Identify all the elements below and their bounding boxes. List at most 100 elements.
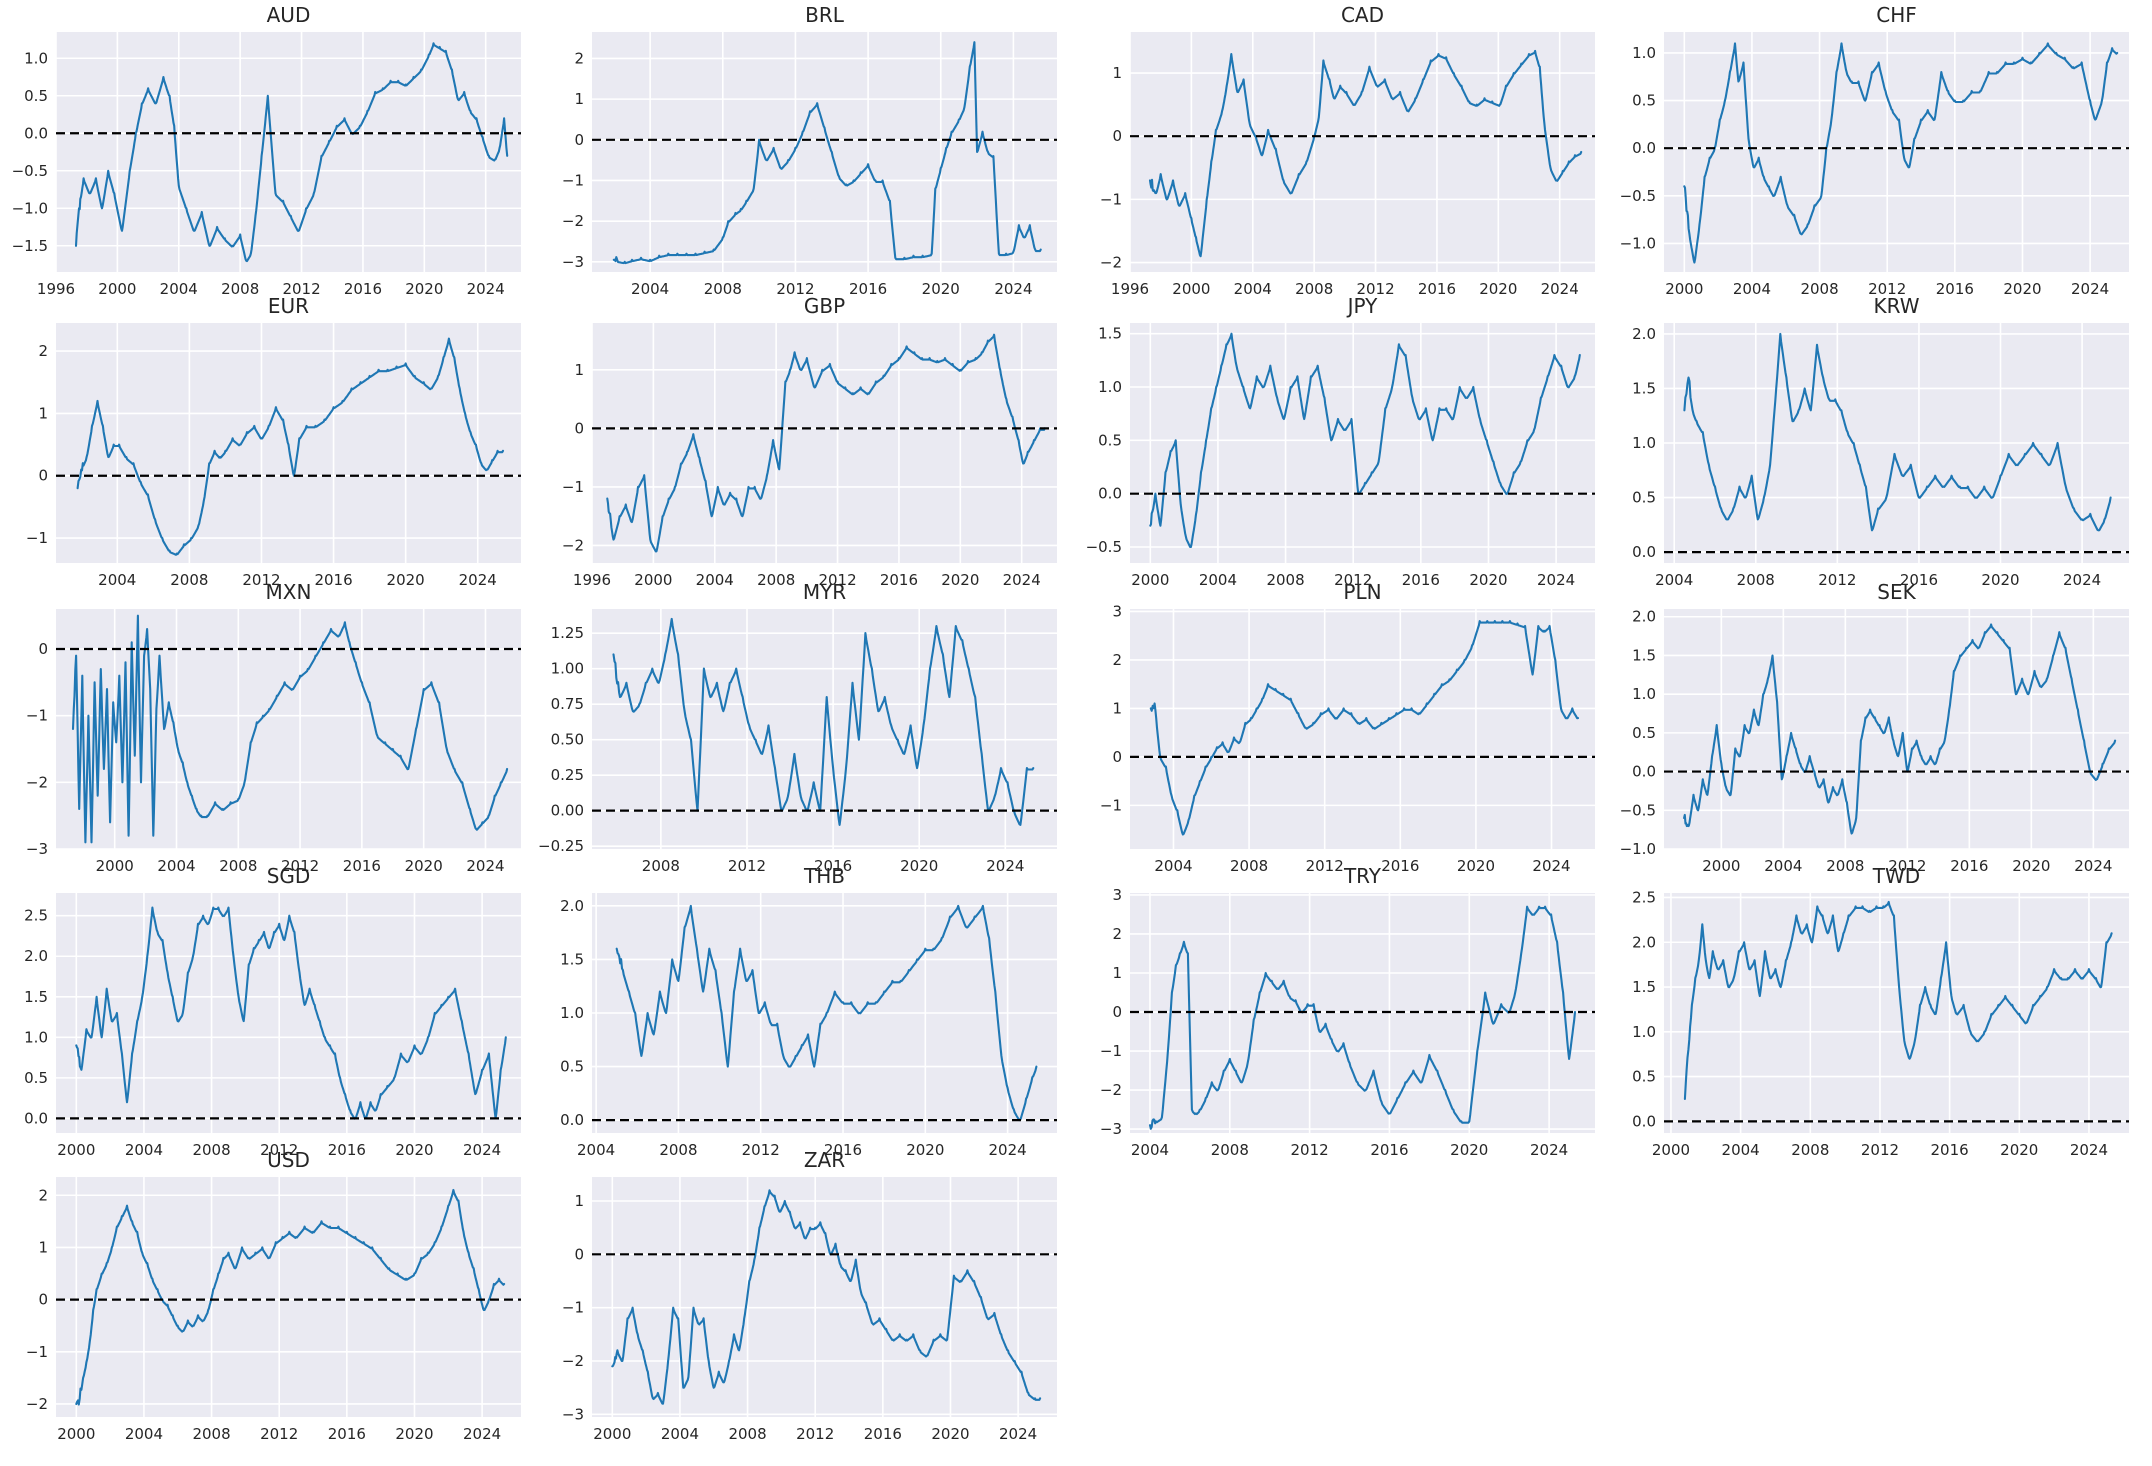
x-tick-label: 2000 (1172, 280, 1210, 298)
x-tick-label: 2004 (661, 1425, 699, 1443)
x-tick-label: 2012 (1868, 280, 1906, 298)
y-tick-label: −0.5 (1620, 187, 1656, 205)
y-tick-label: −2 (562, 212, 584, 230)
x-tick-label: 2004 (1722, 1141, 1760, 1159)
x-tick-label: 2016 (1370, 1141, 1408, 1159)
x-tick-label: 2008 (1295, 280, 1333, 298)
x-tick-label: 2024 (1537, 571, 1575, 589)
x-tick-label: 2008 (642, 857, 680, 875)
plot-area (1664, 893, 2129, 1133)
y-tick-label: −2 (26, 773, 48, 791)
y-tick-label: 0 (1112, 127, 1122, 145)
x-tick-label: 2020 (1981, 571, 2019, 589)
x-tick-label: 2024 (986, 857, 1024, 875)
plot-area (592, 32, 1057, 272)
x-tick-label: 2004 (696, 571, 734, 589)
series-line (612, 41, 1042, 265)
y-tick-label: 0 (574, 1245, 584, 1263)
panel-title: BRL (805, 3, 845, 27)
panel-myr: 2008 2012 2016 2020 2024 −0.25 0.00 0.25 0.50 0.7… (538, 580, 1057, 875)
x-tick-label: 2024 (994, 280, 1032, 298)
y-tick-label: 1 (1112, 964, 1122, 982)
series-line (71, 614, 509, 844)
x-tick-label: 2024 (989, 1141, 1027, 1159)
y-tick-label: 0.5 (24, 87, 48, 105)
x-tick-label: 2012 (818, 571, 856, 589)
x-tick-label: 2020 (387, 571, 425, 589)
y-tick-label: 1.0 (1632, 434, 1656, 452)
x-tick-label: 2000 (57, 1141, 95, 1159)
x-tick-label: 2020 (395, 1141, 433, 1159)
x-tick-label: 2008 (704, 280, 742, 298)
y-tick-label: 2.5 (1632, 888, 1656, 906)
x-tick-label: 2020 (1469, 571, 1507, 589)
y-tick-label: −1 (562, 171, 584, 189)
y-tick-label: 2.0 (24, 947, 48, 965)
panel-cad: 1996 2000 2004 2008 2012 2016 2020 2024 −2 −1 0 1 CA… (1100, 3, 1595, 298)
x-tick-label: 2012 (796, 1425, 834, 1443)
y-tick-label: 2.0 (1632, 608, 1656, 626)
panel-title: MYR (803, 580, 846, 604)
y-tick-label: 0.5 (1098, 431, 1122, 449)
y-tick-label: 1.0 (24, 49, 48, 67)
series-line (74, 42, 509, 263)
x-tick-label: 2024 (466, 857, 504, 875)
x-tick-label: 2024 (2074, 857, 2112, 875)
series-line (1149, 332, 1581, 549)
x-tick-label: 2016 (1418, 280, 1456, 298)
x-tick-label: 2012 (1356, 280, 1394, 298)
x-tick-label: 2016 (1936, 280, 1974, 298)
series-line (1149, 620, 1580, 836)
plot-area (592, 1177, 1057, 1417)
x-tick-label: 2016 (314, 571, 352, 589)
x-tick-label: 2016 (328, 1425, 366, 1443)
y-tick-label: 0.0 (1632, 1112, 1656, 1130)
x-tick-label: 2004 (125, 1141, 163, 1159)
x-tick-label: 2016 (880, 571, 918, 589)
y-tick-label: 1 (1112, 699, 1122, 717)
x-tick-label: 2016 (343, 857, 381, 875)
y-tick-label: −0.5 (1086, 538, 1122, 556)
y-tick-label: 1 (38, 1238, 48, 1256)
x-tick-label: 2020 (395, 1425, 433, 1443)
x-tick-label: 2024 (999, 1425, 1037, 1443)
y-tick-label: 1.0 (1632, 44, 1656, 62)
y-tick-label: 2.0 (1632, 933, 1656, 951)
x-tick-label: 2012 (776, 280, 814, 298)
x-tick-label: 2016 (1900, 571, 1938, 589)
y-tick-label: 0 (38, 467, 48, 485)
x-tick-label: 2020 (405, 280, 443, 298)
panel-sek: 2000 2004 2008 2012 2016 2020 2024 −1.0 −0.5 0.0 0… (1620, 580, 2129, 875)
y-tick-label: 0.5 (1632, 1068, 1656, 1086)
x-tick-label: 2004 (1154, 857, 1192, 875)
y-tick-label: −0.25 (538, 837, 584, 855)
x-tick-label: 2004 (1655, 571, 1693, 589)
x-tick-label: 2020 (2003, 280, 2041, 298)
y-tick-label: 0.0 (1098, 485, 1122, 503)
x-tick-label: 2020 (2012, 857, 2050, 875)
x-tick-label: 2012 (1818, 571, 1856, 589)
x-tick-label: 2016 (1950, 857, 1988, 875)
x-tick-label: 2024 (2071, 280, 2109, 298)
panel-chf: 2000 2004 2008 2012 2016 2020 2024 −1.0 −0.5 0.0 0… (1620, 3, 2129, 298)
x-tick-label: 2008 (170, 571, 208, 589)
panel-zar: 2000 2004 2008 2012 2016 2020 2024 −3 −2 −1 0 1 ZAR (562, 1148, 1057, 1443)
series-line (1683, 42, 2119, 264)
y-tick-label: −3 (562, 253, 584, 271)
x-tick-label: 2004 (577, 1141, 615, 1159)
panel-gbp: 1996 2000 2004 2008 2012 2016 2020 2024 −2 −1 0 1 GB… (562, 294, 1057, 589)
y-tick-label: 1.0 (1098, 378, 1122, 396)
y-tick-label: 3 (1112, 602, 1122, 620)
x-tick-label: 2012 (1291, 1141, 1329, 1159)
y-tick-label: 2 (574, 49, 584, 67)
plot-area (1130, 609, 1595, 849)
x-tick-label: 2008 (728, 1425, 766, 1443)
panel-usd: 2000 2004 2008 2012 2016 2020 2024 −2 −1 0 1 2 USD (26, 1148, 521, 1443)
panel-title: CAD (1341, 3, 1384, 27)
y-tick-label: −1.5 (12, 237, 48, 255)
x-tick-label: 2000 (96, 857, 134, 875)
y-tick-label: 1.5 (24, 988, 48, 1006)
panel-title: GBP (804, 294, 845, 318)
x-tick-label: 2024 (1530, 1141, 1568, 1159)
series-line (76, 337, 505, 556)
